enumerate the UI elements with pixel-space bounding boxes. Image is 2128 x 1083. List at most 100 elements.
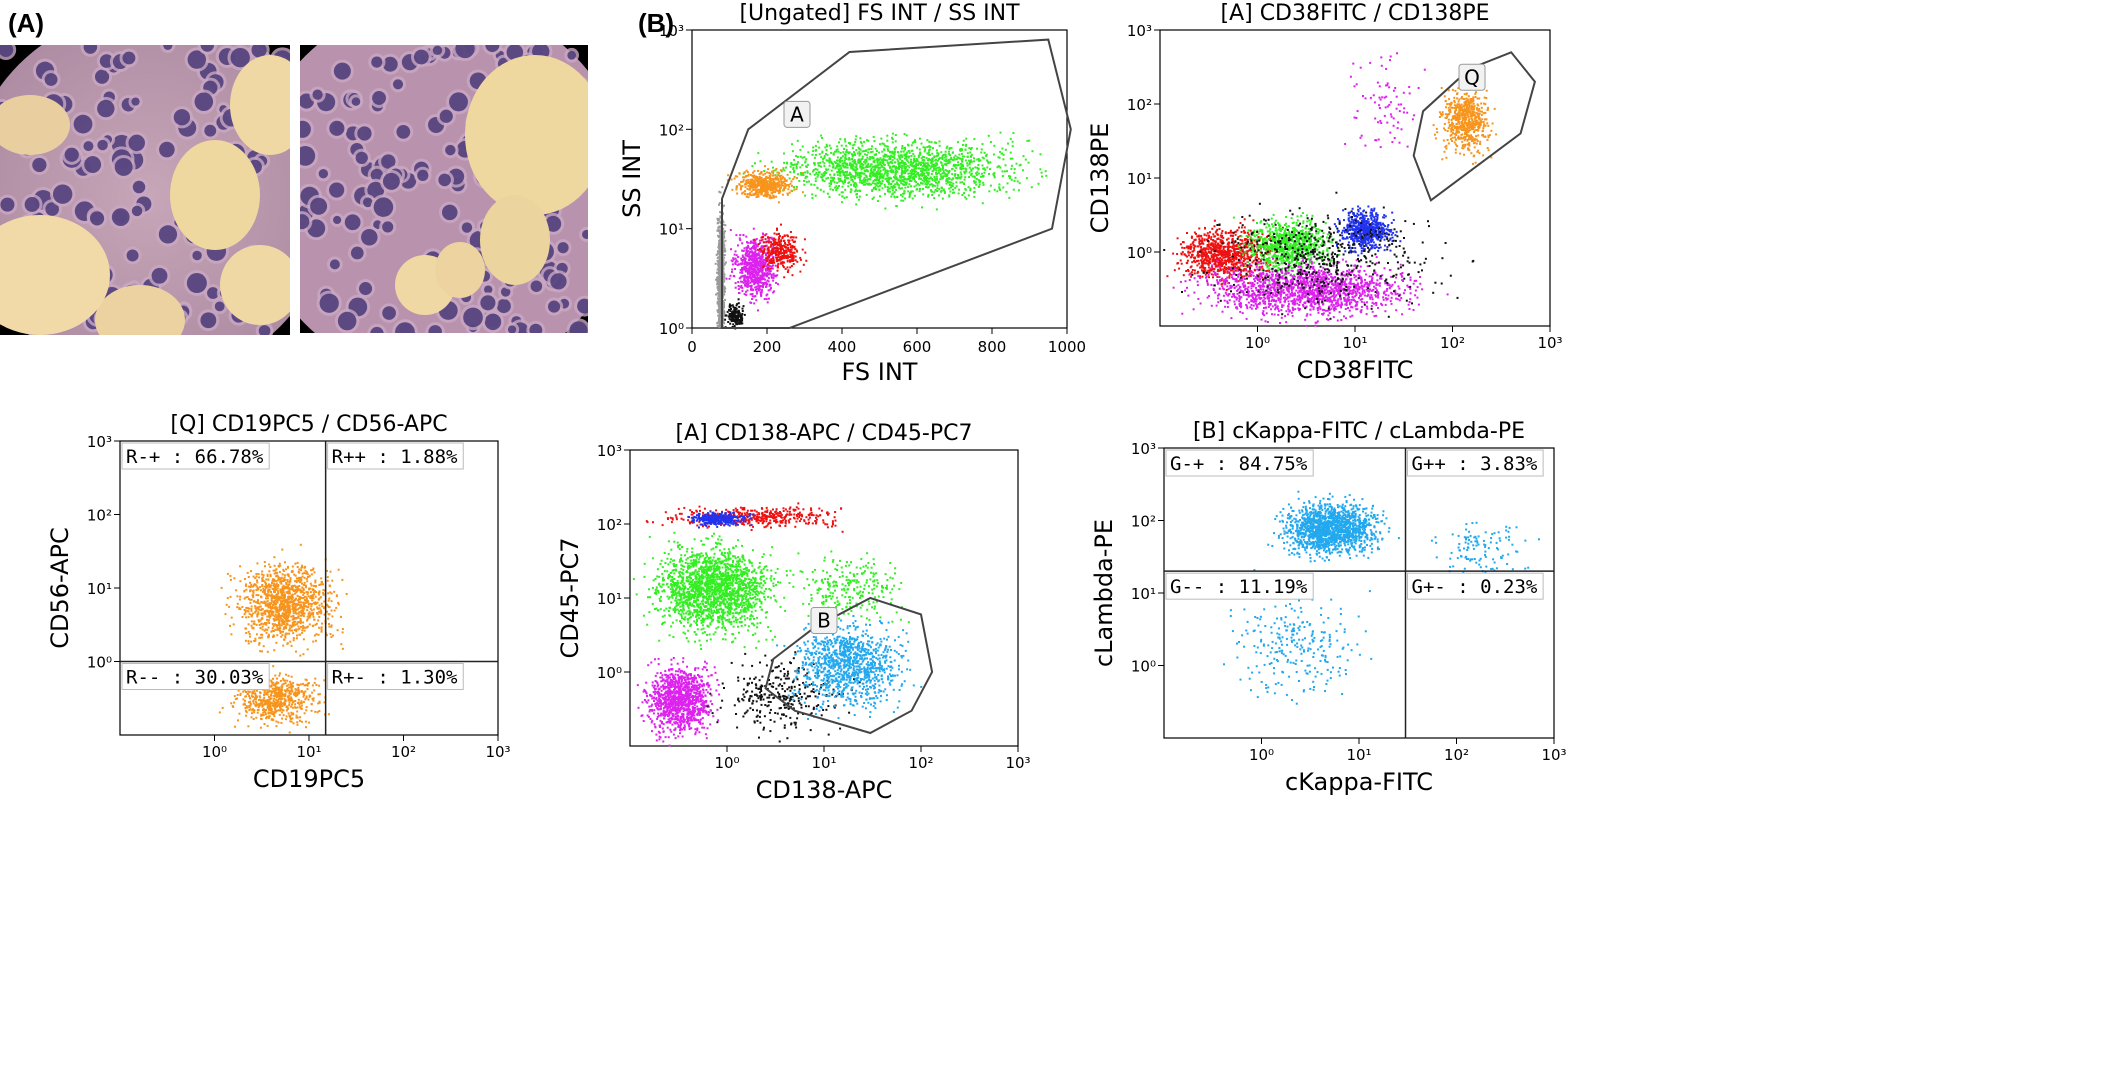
data-point (1241, 250, 1244, 253)
data-point (718, 254, 721, 257)
data-point (805, 158, 808, 161)
data-point (978, 159, 981, 162)
data-point (1240, 231, 1243, 233)
data-point (730, 248, 732, 251)
data-point (1243, 226, 1246, 229)
data-point (1225, 289, 1228, 291)
data-point (884, 185, 887, 188)
data-point (740, 318, 743, 321)
data-point (853, 177, 856, 180)
data-point (839, 160, 842, 163)
data-point (718, 241, 721, 243)
data-point (828, 182, 831, 185)
data-point (788, 185, 791, 188)
data-point (786, 192, 789, 195)
data-point (801, 172, 804, 174)
data-point (754, 271, 757, 274)
data-point (972, 167, 974, 170)
data-point (764, 263, 766, 265)
data-point (870, 170, 873, 173)
data-point (893, 153, 896, 156)
data-point (759, 264, 762, 267)
data-point (873, 182, 876, 185)
data-point (832, 152, 835, 155)
data-point (723, 248, 726, 251)
data-point (901, 176, 904, 179)
data-point (989, 168, 991, 171)
data-point (749, 184, 752, 187)
data-point (723, 306, 725, 308)
data-point (866, 178, 869, 181)
data-point (791, 150, 794, 153)
data-point (765, 298, 768, 301)
data-point (803, 183, 806, 186)
data-point (952, 159, 955, 161)
data-point (755, 276, 758, 279)
data-point (774, 174, 777, 177)
data-point (918, 137, 921, 140)
data-point (806, 175, 809, 178)
data-point (1230, 263, 1233, 266)
data-point (871, 145, 873, 148)
data-point (878, 188, 881, 191)
data-point (756, 191, 758, 193)
data-point (833, 174, 836, 177)
data-point (859, 175, 862, 178)
data-point (799, 166, 802, 169)
data-point (1243, 268, 1245, 271)
data-point (989, 161, 992, 164)
data-point (745, 275, 748, 278)
data-point (741, 286, 744, 289)
data-point (803, 180, 805, 182)
data-point (781, 193, 784, 196)
data-point (893, 157, 896, 160)
data-point (962, 139, 965, 142)
data-point (839, 151, 842, 154)
data-point (727, 321, 730, 323)
data-point (925, 157, 928, 159)
data-point (790, 189, 793, 192)
data-point (1018, 182, 1021, 185)
data-point (718, 202, 721, 205)
data-point (865, 193, 868, 196)
data-point (904, 186, 907, 189)
data-point (738, 292, 741, 294)
data-point (908, 166, 911, 169)
data-point (853, 162, 856, 165)
data-point (719, 308, 722, 311)
data-point (886, 181, 889, 184)
data-point (846, 166, 849, 169)
data-point (783, 244, 785, 247)
data-point (718, 226, 721, 229)
data-point (841, 185, 844, 188)
data-point (731, 263, 734, 266)
data-point (747, 246, 750, 249)
data-point (731, 268, 734, 271)
data-point (966, 152, 969, 155)
data-point (735, 234, 738, 237)
data-point (911, 168, 913, 171)
data-point (915, 184, 918, 187)
data-point (739, 234, 742, 237)
data-point (825, 168, 828, 171)
data-point (891, 159, 894, 162)
data-point (729, 318, 732, 321)
data-point (844, 138, 846, 141)
data-point (787, 239, 790, 242)
data-point (858, 148, 861, 150)
data-point (793, 240, 796, 243)
data-point (928, 158, 931, 161)
data-point (959, 171, 962, 174)
data-point (795, 155, 798, 157)
data-point (722, 291, 725, 294)
data-point (1044, 170, 1047, 173)
data-point (894, 161, 897, 164)
data-point (772, 181, 775, 184)
data-point (1243, 218, 1246, 221)
data-point (823, 155, 826, 157)
data-point (734, 175, 737, 178)
data-point (787, 269, 790, 272)
data-point (734, 321, 737, 324)
data-point (936, 184, 939, 187)
data-point (901, 147, 903, 150)
